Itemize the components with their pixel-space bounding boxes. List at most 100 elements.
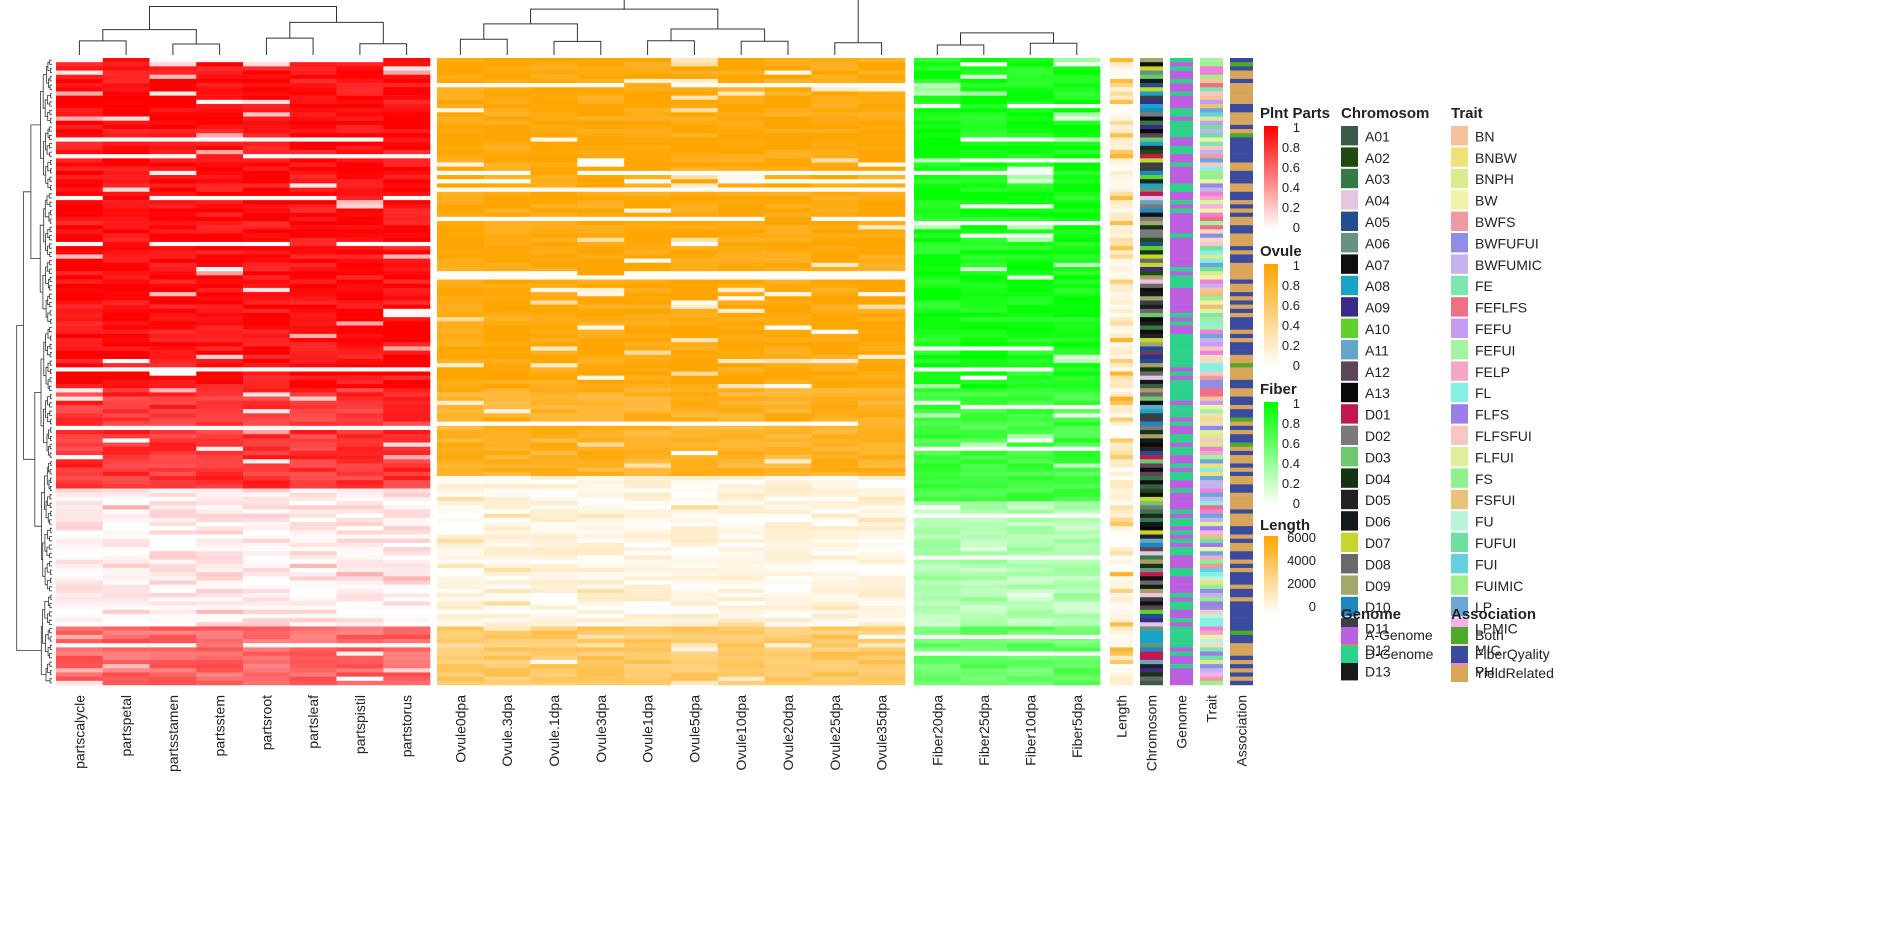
- ovule-cell: [811, 354, 859, 360]
- dendrogram-branch: [49, 636, 52, 642]
- fiber-cell: [960, 129, 1008, 134]
- ovule-cell: [858, 317, 906, 322]
- plant-cell: [56, 342, 104, 347]
- plant-cell: [383, 409, 431, 414]
- plant-cell: [149, 116, 197, 121]
- plant-cell: [196, 576, 244, 581]
- plant-cell: [196, 250, 244, 255]
- plant-cell: [196, 267, 244, 272]
- ovule-cell: [671, 250, 719, 255]
- fiber-cell: [960, 271, 1008, 276]
- plant-cell: [56, 137, 104, 142]
- trait-cell: [1200, 567, 1223, 573]
- ovule-cell: [717, 513, 765, 519]
- plant-cell: [243, 95, 291, 101]
- ovule-cell: [577, 287, 625, 293]
- length-cell: [1110, 133, 1133, 138]
- ovule-cell: [483, 296, 531, 301]
- fiber-cell: [960, 517, 1008, 523]
- plant-cell: [196, 129, 244, 134]
- fiber-cell: [960, 58, 1008, 63]
- genome-cell: [1170, 593, 1193, 598]
- ovule-cell: [530, 195, 578, 201]
- plant-cell: [336, 450, 384, 456]
- plant-cell: [56, 317, 104, 322]
- plant-cell: [289, 70, 337, 75]
- ovule-cell: [764, 145, 812, 151]
- ovule-cell: [858, 204, 906, 209]
- plant-cell: [149, 87, 197, 92]
- trait-cell: [1200, 471, 1223, 477]
- ovule-cell: [530, 551, 578, 556]
- plant-cell: [149, 246, 197, 251]
- ovule-cell: [764, 417, 812, 422]
- legend-swatch: [1341, 596, 1358, 617]
- plant-cell: [196, 254, 244, 259]
- plant-cell: [196, 124, 244, 130]
- plant-cell: [289, 375, 337, 381]
- fiber-cell: [1053, 350, 1101, 356]
- plant-cell: [56, 496, 104, 502]
- ovule-cell: [530, 450, 578, 456]
- ovule-cell: [811, 363, 859, 368]
- plant-cell: [196, 170, 244, 176]
- fiber-cell: [960, 120, 1008, 126]
- fiber-cell: [1007, 95, 1054, 101]
- ovule-cell: [483, 367, 531, 372]
- ovule-cell: [858, 124, 906, 130]
- plant-cell: [149, 321, 197, 326]
- ovule-cell: [577, 505, 625, 510]
- plant-cell: [243, 618, 291, 623]
- plant-cell: [102, 601, 150, 606]
- legend-item-label: A07: [1365, 257, 1390, 273]
- ovule-cell: [858, 216, 906, 222]
- ovule-cell: [671, 208, 719, 213]
- ovule-cell: [811, 463, 859, 468]
- chromosom-cell: [1140, 321, 1163, 326]
- trait-cell: [1200, 179, 1223, 184]
- plant-cell: [243, 680, 291, 686]
- column-label: Ovule20dpa: [780, 695, 796, 771]
- legend-tick: 0.8: [1282, 140, 1300, 155]
- plant-cell: [383, 459, 431, 464]
- fiber-cell: [1007, 221, 1054, 226]
- chromosom-cell: [1140, 287, 1163, 293]
- fiber-cell: [1007, 363, 1054, 368]
- ovule-cell: [764, 129, 812, 134]
- ovule-cell: [717, 354, 765, 360]
- length-cell: [1110, 413, 1133, 418]
- ovule-cell: [858, 605, 906, 611]
- plant-cell: [243, 676, 291, 682]
- plant-cell: [149, 145, 197, 151]
- ovule-cell: [671, 175, 719, 180]
- length-cell: [1110, 279, 1133, 284]
- trait-cell: [1200, 229, 1223, 234]
- association-cell: [1230, 200, 1253, 205]
- ovule-cell: [858, 488, 906, 493]
- length-cell: [1110, 593, 1133, 598]
- ovule-cell: [671, 651, 719, 656]
- ovule-cell: [811, 430, 859, 435]
- plant-cell: [336, 597, 384, 602]
- ovule-cell: [577, 388, 625, 393]
- legend-swatch: [1341, 254, 1358, 274]
- ovule-cell: [437, 484, 485, 489]
- ovule-cell: [717, 367, 765, 372]
- plant-cell: [383, 141, 431, 147]
- plant-cell: [336, 141, 384, 147]
- length-cell: [1110, 258, 1133, 264]
- ovule-cell: [811, 446, 859, 452]
- plant-cell: [56, 417, 104, 422]
- trait-cell: [1200, 434, 1223, 439]
- legend-swatch: [1451, 168, 1468, 189]
- plant-cell: [56, 187, 104, 193]
- plant-cell: [289, 158, 337, 163]
- ovule-cell: [624, 95, 672, 101]
- legend-swatch: [1341, 233, 1358, 253]
- genome-cell: [1170, 434, 1193, 439]
- plant-cell: [102, 317, 150, 322]
- fiber-cell: [914, 116, 961, 121]
- plant-cell: [196, 605, 244, 611]
- plant-cell: [56, 350, 104, 356]
- legend-item-label: A10: [1365, 321, 1390, 337]
